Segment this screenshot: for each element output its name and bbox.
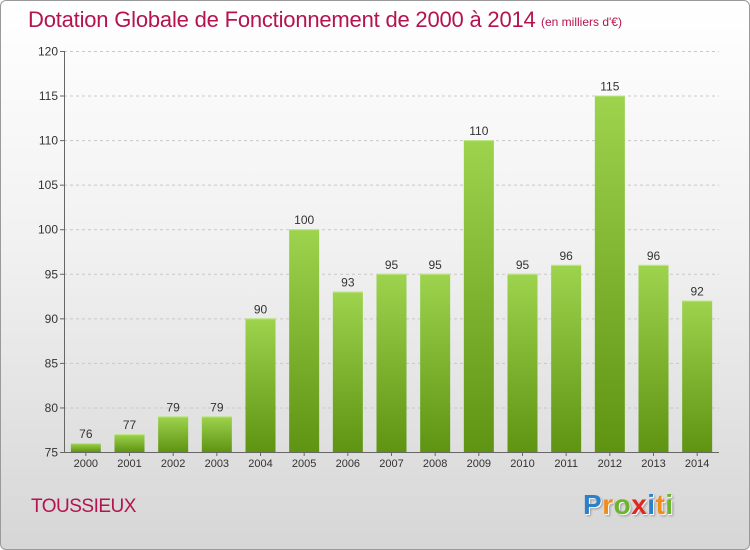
x-tick-label: 2001	[117, 458, 141, 470]
x-tick-label: 2007	[379, 458, 403, 470]
chart-title: Dotation Globale de Fonctionnement de 20…	[28, 7, 536, 32]
data-label: 76	[79, 427, 93, 441]
data-label: 95	[428, 258, 442, 272]
bar-2002	[158, 416, 189, 452]
commune-name: TOUSSIEUX	[31, 496, 136, 517]
bar-2006	[332, 291, 363, 452]
data-label: 115	[600, 80, 619, 94]
x-tick-label: 2002	[161, 458, 185, 470]
bar-2011	[551, 264, 582, 452]
x-tick-label: 2014	[685, 458, 709, 470]
y-tick-label: 115	[39, 89, 58, 103]
x-tick-label: 2012	[598, 458, 622, 470]
data-label: 93	[341, 276, 355, 290]
bar-2010	[507, 273, 538, 452]
data-label: 95	[385, 258, 399, 272]
bar-2000	[70, 443, 101, 452]
proxiti-logo: Proxiti	[583, 489, 674, 521]
data-label: 96	[647, 249, 661, 263]
x-tick-label: 2005	[292, 458, 316, 470]
bar-2008	[420, 273, 451, 452]
x-tick-label: 2010	[510, 458, 534, 470]
logo-letter: P	[583, 489, 603, 520]
y-tick-label: 100	[38, 223, 58, 237]
logo-letter: t	[655, 489, 666, 520]
data-label: 79	[210, 400, 224, 414]
x-tick-label: 2004	[248, 458, 272, 470]
x-tick-label: 2013	[641, 458, 665, 470]
y-tick-label: 90	[45, 312, 59, 326]
y-tick-label: 120	[38, 45, 58, 59]
bar-2013	[638, 264, 669, 452]
bar-2012	[594, 95, 625, 453]
logo-letter: o	[613, 489, 632, 520]
bar-2001	[114, 434, 145, 452]
logo-letter: i	[665, 489, 674, 520]
data-label: 79	[166, 400, 180, 414]
x-tick-label: 2003	[205, 458, 229, 470]
bar-2003	[201, 416, 232, 452]
x-tick-label: 2009	[467, 458, 491, 470]
bar-2004	[245, 318, 276, 452]
y-tick-label: 110	[39, 134, 58, 148]
data-label: 110	[469, 124, 488, 138]
logo-letter: r	[602, 489, 614, 520]
chart-unit: (en milliers d'€)	[541, 15, 622, 29]
x-tick-label: 2000	[74, 458, 98, 470]
data-label: 100	[294, 213, 314, 227]
x-tick-label: 2006	[336, 458, 360, 470]
bar-2014	[682, 300, 713, 452]
y-tick-label: 80	[45, 401, 59, 415]
data-label: 95	[516, 258, 530, 272]
bar-2009	[463, 140, 494, 452]
data-label: 90	[254, 302, 268, 316]
data-label: 77	[123, 418, 137, 432]
x-tick-label: 2011	[554, 458, 578, 470]
data-label: 96	[559, 249, 573, 263]
logo-letter: x	[631, 489, 648, 520]
y-tick-label: 95	[45, 267, 59, 281]
bar-2007	[376, 273, 407, 452]
y-tick-label: 85	[45, 356, 59, 370]
bar-2005	[289, 229, 320, 452]
logo-letter: i	[647, 489, 656, 520]
y-tick-label: 105	[38, 178, 58, 192]
x-tick-label: 2008	[423, 458, 447, 470]
y-tick-label: 75	[45, 446, 59, 460]
data-label: 92	[690, 285, 704, 299]
